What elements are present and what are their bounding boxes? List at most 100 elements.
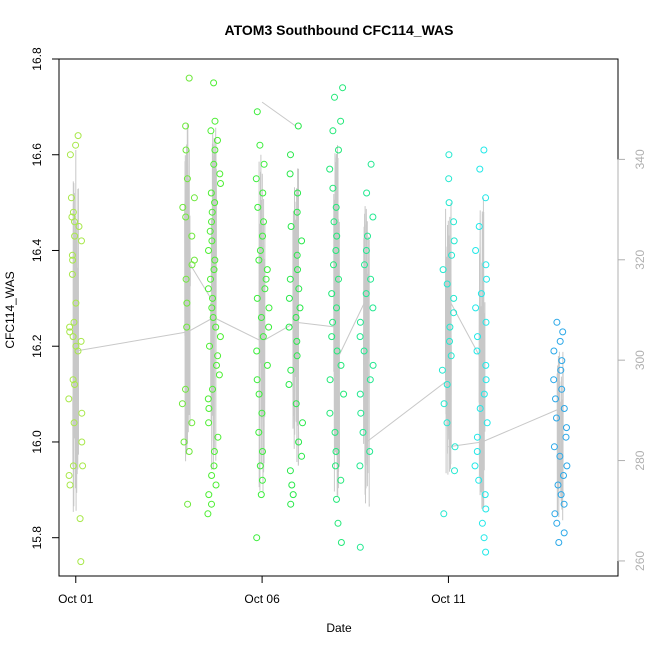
data-point	[473, 448, 481, 455]
data-point	[446, 337, 453, 345]
data-point	[287, 223, 295, 230]
data-point	[337, 117, 345, 125]
data-point	[78, 409, 86, 417]
data-point	[69, 333, 77, 341]
data-point	[483, 419, 491, 427]
data-point	[296, 304, 304, 312]
data-point	[330, 218, 338, 226]
data-point	[362, 290, 370, 298]
x-tick-label: Oct 01	[58, 592, 94, 606]
data-point	[445, 199, 453, 207]
data-point	[366, 376, 374, 384]
x-tick-label: Oct 06	[244, 592, 280, 606]
y-axis: 15.8 16.0 16.2 16.4 16.6 16.8	[30, 47, 60, 549]
data-point	[289, 491, 297, 499]
data-point	[257, 314, 265, 321]
data-point	[483, 275, 490, 283]
data-point	[76, 515, 84, 523]
data-point	[190, 194, 198, 202]
data-point	[285, 323, 293, 331]
data-point	[70, 419, 78, 427]
data-point	[560, 500, 568, 508]
data-point	[293, 208, 301, 216]
data-point	[445, 175, 453, 183]
data-point	[476, 165, 484, 173]
data-point	[69, 208, 77, 216]
trace-cluster-4	[292, 168, 300, 466]
data-point	[369, 213, 377, 221]
data-point	[214, 352, 222, 360]
data-point	[178, 400, 186, 408]
data-point	[555, 539, 563, 546]
data-point	[558, 357, 566, 365]
data-point	[287, 500, 295, 508]
data-point	[72, 299, 80, 307]
data-point	[211, 256, 219, 264]
data-point	[332, 203, 340, 211]
data-point	[205, 247, 212, 254]
data-point	[253, 534, 261, 542]
data-point	[179, 203, 187, 211]
data-point	[356, 543, 364, 551]
data-point	[366, 448, 374, 455]
trace-segment-11	[481, 408, 561, 443]
data-point	[259, 232, 266, 240]
data-point	[337, 361, 345, 369]
data-point	[478, 519, 486, 527]
data-point	[265, 304, 273, 312]
data-point	[71, 232, 79, 240]
data-point	[212, 323, 220, 331]
trace-segment-10	[448, 441, 483, 448]
y-tick-label: 16.2	[30, 334, 44, 358]
data-point	[204, 285, 212, 293]
data-point	[471, 462, 479, 470]
data-point	[482, 261, 490, 269]
data-point	[560, 529, 568, 537]
data-point	[72, 342, 80, 350]
data-point	[77, 558, 85, 566]
y-tick-label: 16.0	[30, 430, 44, 454]
data-point	[332, 448, 340, 455]
data-point	[74, 132, 82, 140]
data-point	[182, 146, 190, 154]
data-point	[293, 337, 301, 345]
data-point	[482, 318, 490, 326]
data-point	[472, 304, 480, 312]
data-point	[190, 256, 198, 264]
data-point	[185, 448, 193, 455]
data-point	[205, 405, 213, 412]
data-point	[357, 409, 365, 417]
data-point	[369, 304, 377, 312]
data-point	[298, 237, 306, 245]
data-point	[339, 84, 347, 92]
data-point	[66, 481, 74, 489]
data-point	[550, 443, 558, 451]
y-tick-label: 16.8	[30, 47, 44, 71]
data-point	[206, 342, 213, 350]
data-point	[475, 223, 483, 230]
data-point	[337, 539, 345, 546]
data-point	[443, 280, 451, 288]
data-point	[329, 127, 337, 135]
data-point	[331, 93, 338, 101]
data-point	[263, 361, 271, 369]
data-point	[217, 180, 224, 187]
data-point	[205, 419, 213, 427]
data-point	[182, 122, 190, 130]
data-point	[254, 203, 262, 211]
data-point	[208, 237, 216, 245]
data-point	[445, 151, 453, 159]
x-axis-label: Date	[326, 621, 352, 635]
data-point	[559, 328, 567, 336]
x-tick-label: Oct 11	[431, 592, 466, 606]
data-point	[295, 438, 303, 446]
data-point	[210, 462, 218, 470]
data-point	[66, 151, 74, 159]
chart-title: ATOM3 Southbound CFC114_WAS	[225, 22, 454, 38]
data-point	[563, 424, 570, 432]
data-point	[206, 227, 214, 235]
y2-tick-label: 320	[633, 249, 647, 269]
data-point	[66, 328, 74, 336]
data-point	[211, 199, 219, 207]
